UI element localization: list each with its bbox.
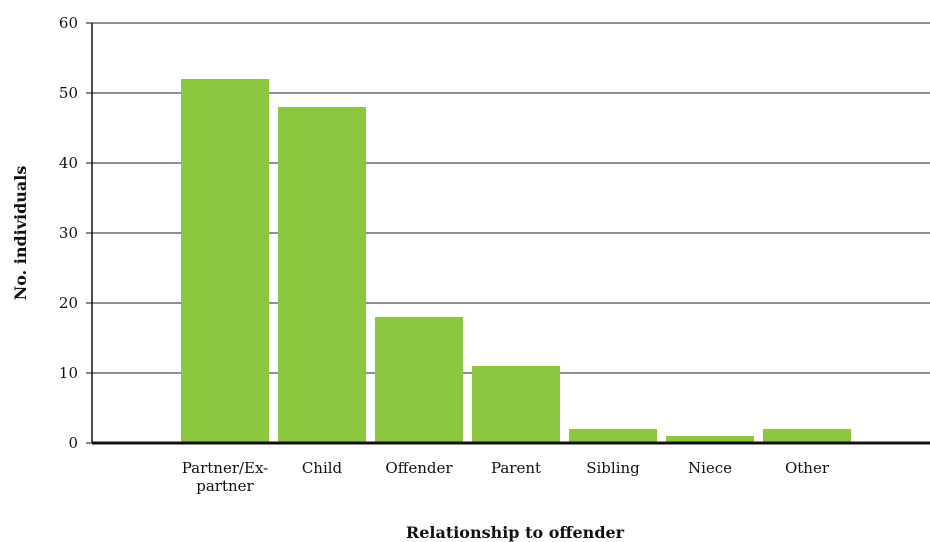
y-tick-label: 50 <box>59 84 78 102</box>
bar-child <box>278 107 366 443</box>
bars-layer <box>181 79 851 443</box>
y-tick-label: 30 <box>59 224 78 242</box>
y-tick-labels: 0 10 20 30 40 50 60 <box>59 14 92 452</box>
x-axis-title: Relationship to offender <box>406 523 625 542</box>
x-category-label: Partner/Ex-partner <box>182 459 269 495</box>
bar-sibling <box>569 429 657 443</box>
x-category-label: Sibling <box>586 459 640 477</box>
x-category-label: Child <box>302 459 343 477</box>
x-category-label: Niece <box>688 459 732 477</box>
y-tick-label: 60 <box>59 14 78 32</box>
y-tick-label: 10 <box>59 364 78 382</box>
y-tick-label: 20 <box>59 294 78 312</box>
bar-parent <box>472 366 560 443</box>
x-category-label: Parent <box>491 459 541 477</box>
y-tick-label: 0 <box>68 434 78 452</box>
x-category-labels: Partner/Ex-partner Child Offender Parent Sib… <box>182 459 830 495</box>
x-category-label: Other <box>785 459 830 477</box>
y-axis-title: No. individuals <box>11 166 30 301</box>
bar-partner-ex-partner <box>181 79 269 443</box>
bar-offender <box>375 317 463 443</box>
bar-other <box>763 429 851 443</box>
x-category-label: Offender <box>385 459 453 477</box>
y-tick-label: 40 <box>59 154 78 172</box>
bar-niece <box>666 436 754 443</box>
